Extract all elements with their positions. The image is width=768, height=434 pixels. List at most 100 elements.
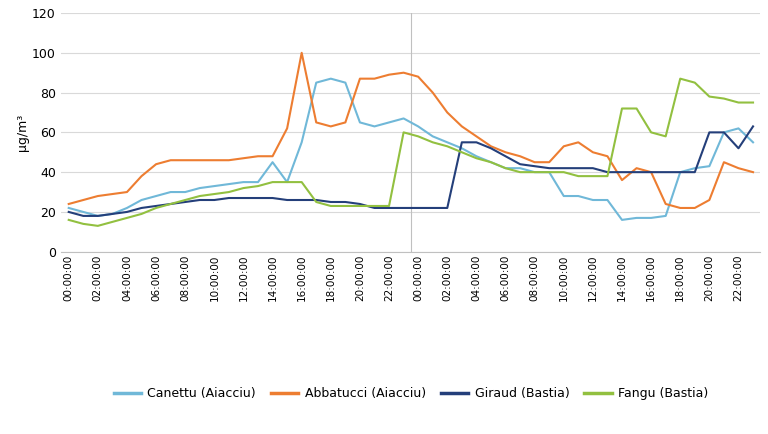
Giraud (Bastia) (399, 205, 409, 210)
Canettu (Aiacciu) (195, 185, 204, 191)
Abbatucci (Aiacciu) (64, 201, 73, 207)
Abbatucci (Aiacciu) (676, 205, 685, 210)
Fangu (Bastia) (166, 201, 175, 207)
Abbatucci (Aiacciu) (137, 174, 146, 179)
Canettu (Aiacciu) (457, 146, 466, 151)
Giraud (Bastia) (297, 197, 306, 203)
Giraud (Bastia) (617, 170, 627, 175)
Canettu (Aiacciu) (574, 194, 583, 199)
Abbatucci (Aiacciu) (545, 160, 554, 165)
Giraud (Bastia) (180, 199, 190, 204)
Giraud (Bastia) (137, 205, 146, 210)
Canettu (Aiacciu) (588, 197, 598, 203)
Giraud (Bastia) (690, 170, 700, 175)
Canettu (Aiacciu) (734, 126, 743, 131)
Abbatucci (Aiacciu) (472, 134, 481, 139)
Canettu (Aiacciu) (442, 140, 452, 145)
Giraud (Bastia) (122, 209, 131, 214)
Giraud (Bastia) (442, 205, 452, 210)
Giraud (Bastia) (312, 197, 321, 203)
Canettu (Aiacciu) (122, 205, 131, 210)
Giraud (Bastia) (661, 170, 670, 175)
Giraud (Bastia) (749, 124, 758, 129)
Giraud (Bastia) (545, 166, 554, 171)
Fangu (Bastia) (632, 106, 641, 111)
Giraud (Bastia) (224, 195, 233, 201)
Canettu (Aiacciu) (166, 189, 175, 194)
Line: Fangu (Bastia): Fangu (Bastia) (68, 79, 753, 226)
Abbatucci (Aiacciu) (632, 166, 641, 171)
Canettu (Aiacciu) (356, 120, 365, 125)
Fangu (Bastia) (472, 156, 481, 161)
Line: Abbatucci (Aiacciu): Abbatucci (Aiacciu) (68, 53, 753, 208)
Abbatucci (Aiacciu) (603, 154, 612, 159)
Abbatucci (Aiacciu) (166, 158, 175, 163)
Y-axis label: μg/m³: μg/m³ (16, 114, 29, 151)
Fangu (Bastia) (195, 194, 204, 199)
Giraud (Bastia) (647, 170, 656, 175)
Fangu (Bastia) (617, 106, 627, 111)
Abbatucci (Aiacciu) (108, 191, 117, 197)
Abbatucci (Aiacciu) (617, 178, 627, 183)
Fangu (Bastia) (341, 204, 350, 209)
Giraud (Bastia) (195, 197, 204, 203)
Canettu (Aiacciu) (210, 184, 219, 189)
Fangu (Bastia) (312, 199, 321, 204)
Giraud (Bastia) (486, 146, 495, 151)
Fangu (Bastia) (428, 140, 437, 145)
Canettu (Aiacciu) (559, 194, 568, 199)
Canettu (Aiacciu) (312, 80, 321, 85)
Abbatucci (Aiacciu) (210, 158, 219, 163)
Canettu (Aiacciu) (224, 181, 233, 187)
Canettu (Aiacciu) (399, 116, 409, 121)
Fangu (Bastia) (356, 204, 365, 209)
Abbatucci (Aiacciu) (588, 150, 598, 155)
Abbatucci (Aiacciu) (326, 124, 336, 129)
Giraud (Bastia) (283, 197, 292, 203)
Canettu (Aiacciu) (385, 120, 394, 125)
Fangu (Bastia) (705, 94, 714, 99)
Abbatucci (Aiacciu) (399, 70, 409, 76)
Canettu (Aiacciu) (501, 166, 510, 171)
Giraud (Bastia) (166, 201, 175, 207)
Canettu (Aiacciu) (239, 180, 248, 185)
Canettu (Aiacciu) (151, 194, 161, 199)
Canettu (Aiacciu) (515, 166, 525, 171)
Canettu (Aiacciu) (268, 160, 277, 165)
Canettu (Aiacciu) (341, 80, 350, 85)
Abbatucci (Aiacciu) (705, 197, 714, 203)
Abbatucci (Aiacciu) (515, 154, 525, 159)
Abbatucci (Aiacciu) (93, 194, 102, 199)
Fangu (Bastia) (515, 170, 525, 175)
Abbatucci (Aiacciu) (253, 154, 263, 159)
Abbatucci (Aiacciu) (239, 156, 248, 161)
Canettu (Aiacciu) (705, 164, 714, 169)
Legend: Canettu (Aiacciu), Abbatucci (Aiacciu), Giraud (Bastia), Fangu (Bastia): Canettu (Aiacciu), Abbatucci (Aiacciu), … (108, 382, 713, 405)
Fangu (Bastia) (588, 174, 598, 179)
Canettu (Aiacciu) (283, 180, 292, 185)
Abbatucci (Aiacciu) (283, 126, 292, 131)
Fangu (Bastia) (399, 130, 409, 135)
Fangu (Bastia) (545, 170, 554, 175)
Abbatucci (Aiacciu) (749, 170, 758, 175)
Abbatucci (Aiacciu) (297, 50, 306, 56)
Canettu (Aiacciu) (690, 166, 700, 171)
Fangu (Bastia) (720, 96, 729, 101)
Fangu (Bastia) (122, 215, 131, 220)
Abbatucci (Aiacciu) (370, 76, 379, 81)
Canettu (Aiacciu) (78, 209, 88, 214)
Giraud (Bastia) (326, 199, 336, 204)
Canettu (Aiacciu) (617, 217, 627, 223)
Fangu (Bastia) (501, 166, 510, 171)
Giraud (Bastia) (603, 170, 612, 175)
Abbatucci (Aiacciu) (486, 144, 495, 149)
Abbatucci (Aiacciu) (661, 201, 670, 207)
Canettu (Aiacciu) (93, 214, 102, 219)
Canettu (Aiacciu) (180, 189, 190, 194)
Giraud (Bastia) (734, 146, 743, 151)
Fangu (Bastia) (661, 134, 670, 139)
Canettu (Aiacciu) (647, 215, 656, 220)
Giraud (Bastia) (210, 197, 219, 203)
Giraud (Bastia) (559, 166, 568, 171)
Abbatucci (Aiacciu) (312, 120, 321, 125)
